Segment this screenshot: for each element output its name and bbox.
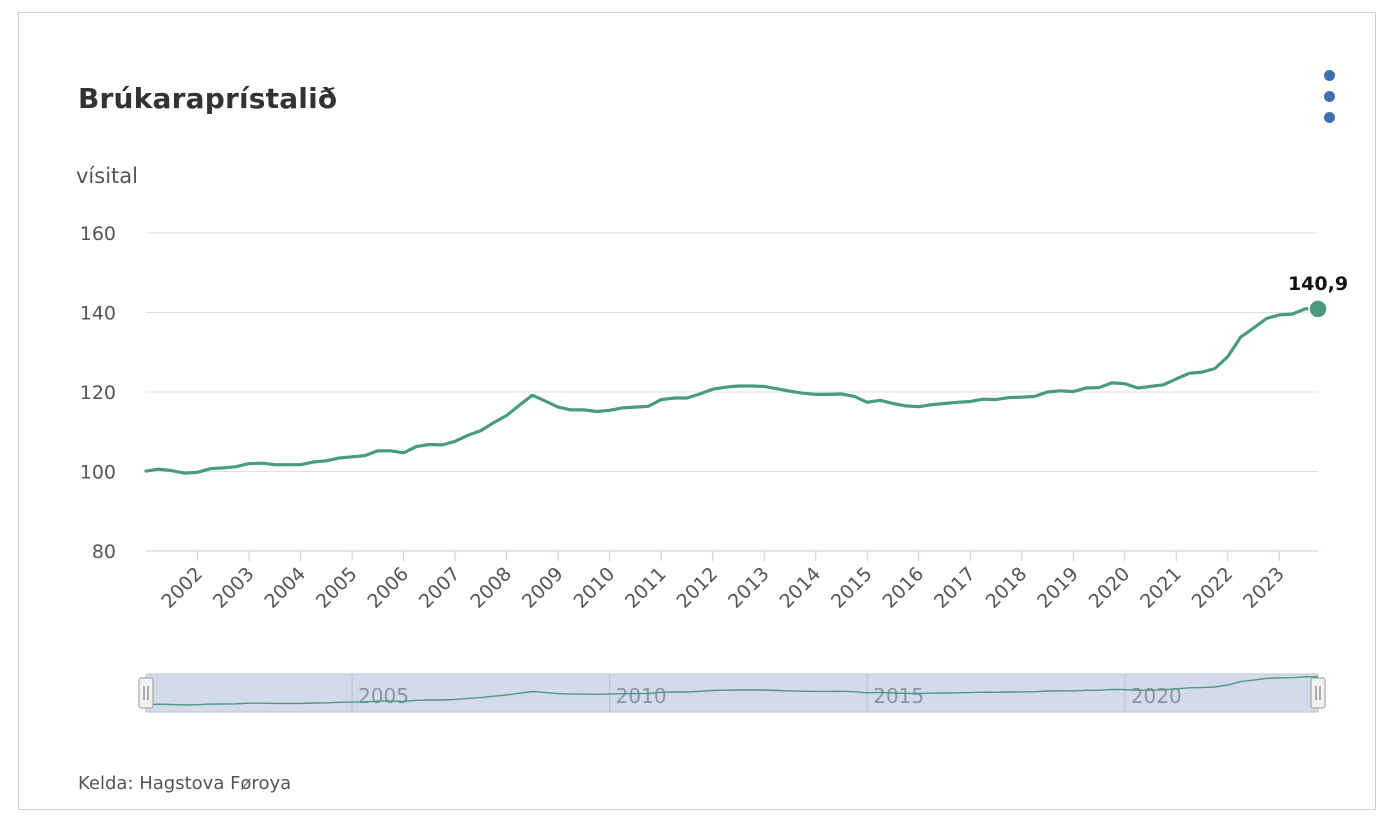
x-tick-label: 2006 [363,563,413,613]
chart-title: Brúkaraprístalið [78,82,338,115]
x-tick-label: 2005 [312,563,362,613]
y-axis-ticks: 80 100 120 140 160 [80,223,116,563]
y-tick-label: 120 [80,382,116,404]
navigator-right-handle[interactable] [1310,677,1326,709]
x-tick-label: 2009 [518,563,568,613]
navigator-label: 2020 [1131,684,1182,708]
x-tick-label: 2020 [1085,563,1135,613]
range-navigator[interactable]: 2005 2010 2015 2020 [138,673,1326,713]
x-tick-label: 2008 [466,563,516,613]
x-tick-label: 2016 [879,563,929,613]
x-tick-label: 2023 [1239,563,1289,613]
x-tick-label: 2004 [260,563,310,613]
x-tick-label: 2022 [1188,563,1238,613]
menu-dot [1324,70,1335,81]
grid-lines [146,232,1318,552]
series-line [144,307,1320,475]
x-tick-label: 2003 [209,563,259,613]
navigator-label: 2015 [873,684,924,708]
navigator-label: 2005 [358,684,409,708]
y-tick-label: 100 [80,462,116,484]
last-value-label: 140,9 [1288,273,1348,295]
x-axis-ticks: 2002 2003 2004 2005 2006 2007 2008 2009 2010 2011… [157,551,1289,613]
navigator-label: 2010 [616,684,667,708]
y-tick-label: 140 [80,303,116,325]
x-tick-label: 2013 [724,563,774,613]
y-tick-label: 80 [92,541,116,563]
y-axis-unit-label: vísital [76,164,138,188]
navigator-series-line [145,676,1318,706]
x-tick-label: 2021 [1136,563,1186,613]
x-tick-label: 2019 [1033,563,1083,613]
last-point-marker[interactable] [1308,299,1328,319]
x-tick-label: 2007 [415,563,465,613]
x-tick-label: 2017 [930,563,980,613]
x-tick-label: 2015 [827,563,877,613]
navigator-left-handle[interactable] [138,677,154,709]
menu-dot [1324,91,1335,102]
series-group: 140,9 [144,273,1348,475]
y-tick-label: 160 [80,223,116,245]
menu-dot [1324,112,1335,123]
kebab-menu-icon[interactable] [1316,66,1342,130]
x-tick-label: 2012 [672,563,722,613]
x-tick-label: 2014 [775,563,825,613]
x-tick-label: 2010 [569,563,619,613]
x-tick-label: 2018 [982,563,1032,613]
x-tick-label: 2011 [621,563,671,613]
x-tick-label: 2002 [157,563,207,613]
source-credit: Kelda: Hagstova Føroya [78,773,292,794]
